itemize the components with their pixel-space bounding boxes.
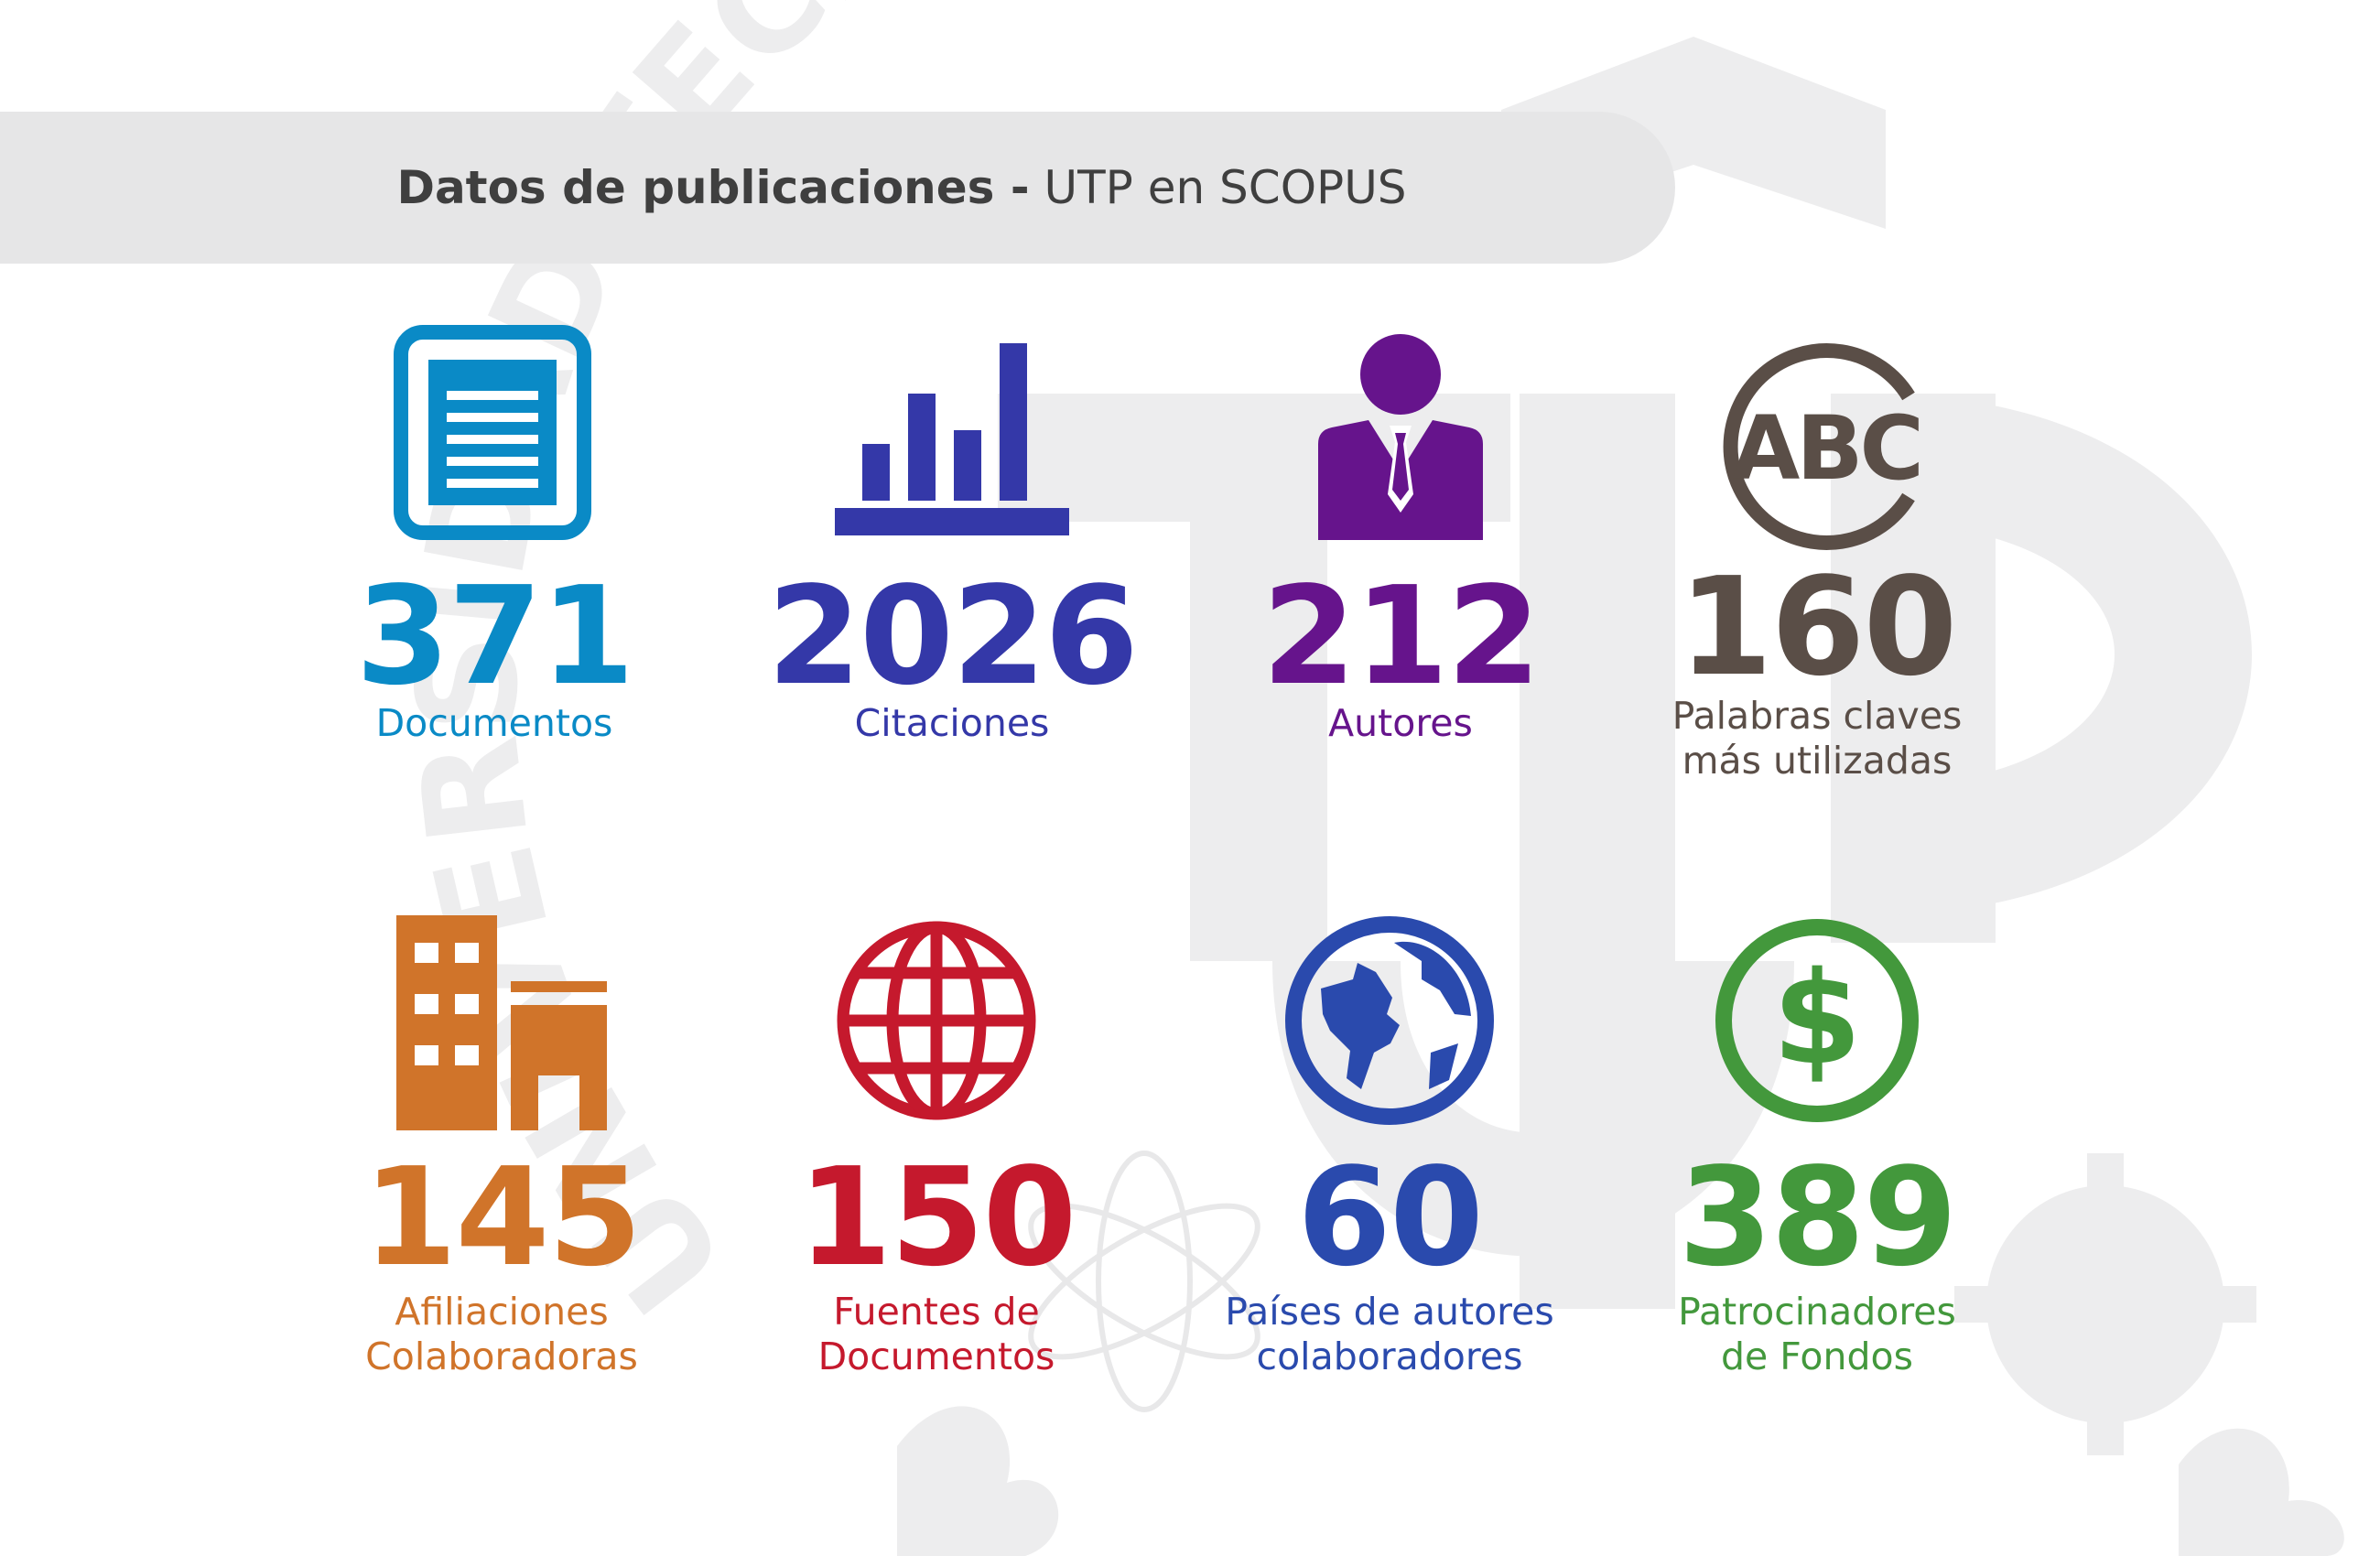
stat-value: 145	[362, 1139, 643, 1296]
stat-label: Palabras claves	[1671, 694, 1963, 738]
page-title-rest: UTP en SCOPUS	[1044, 161, 1407, 214]
building-icon	[396, 915, 607, 1130]
svg-text:$: $	[1772, 945, 1861, 1094]
globe-grid-icon	[837, 921, 1036, 1120]
stat-value: 2026	[767, 557, 1139, 715]
document-icon	[394, 325, 591, 540]
stat-value: 389	[1678, 1139, 1958, 1296]
stat-label: Patrocinadores	[1678, 1290, 1956, 1334]
title-bar	[0, 112, 1675, 264]
stat-label: más utilizadas	[1682, 739, 1953, 783]
stat-label: Documentos	[375, 701, 613, 745]
stat-value: 160	[1678, 548, 1958, 706]
page-title: Datos de publicaciones - UTP en SCOPUS	[0, 112, 1675, 264]
stat-label: Autores	[1328, 701, 1473, 745]
stat-label: Documentos	[817, 1334, 1055, 1378]
earth-icon	[1285, 916, 1494, 1125]
person-icon	[1318, 334, 1483, 540]
dollar-icon: $	[1715, 919, 1919, 1122]
stat-value: 371	[355, 557, 635, 715]
stat-label: colaboradores	[1256, 1334, 1523, 1378]
stat-label: Afiliaciones	[395, 1290, 609, 1334]
svg-text:ABC: ABC	[1732, 397, 1920, 500]
stat-value: 60	[1297, 1139, 1484, 1296]
stat-label: Países de autores	[1225, 1290, 1554, 1334]
stat-label: Colaboradoras	[365, 1334, 638, 1378]
stat-value: 212	[1261, 557, 1542, 715]
stat-label: Fuentes de	[833, 1290, 1040, 1334]
bar-chart-icon	[835, 343, 1069, 535]
abc-icon: ABC	[1723, 343, 1924, 550]
stat-label: Citaciones	[854, 701, 1050, 745]
stat-value: 150	[797, 1139, 1077, 1296]
page-title-bold: Datos de publicaciones -	[396, 161, 1030, 214]
stat-label: de Fondos	[1721, 1334, 1913, 1378]
